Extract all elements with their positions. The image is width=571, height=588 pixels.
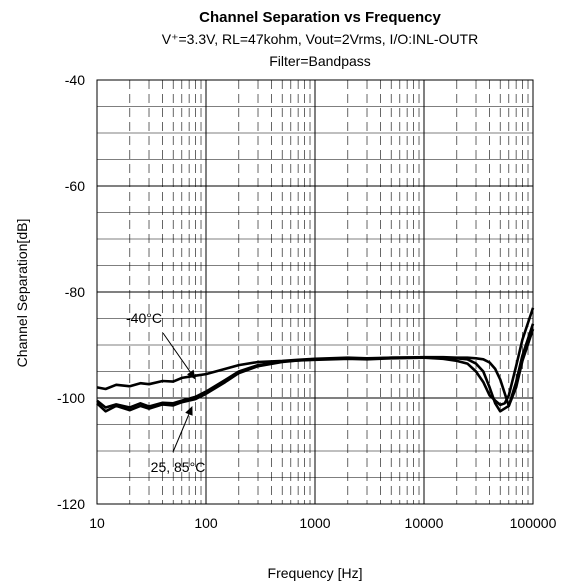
chart-subtitle-line-2: Filter=Bandpass <box>269 53 371 69</box>
data-series <box>96 307 535 413</box>
y-tick-label: -60 <box>65 178 85 194</box>
chart-subtitle-line-1: V⁺=3.3V, RL=47kohm, Vout=2Vrms, I/O:INL-… <box>162 31 478 47</box>
y-axis-label: Channel Separation[dB] <box>14 219 30 368</box>
x-tick-label: 100 <box>194 515 218 531</box>
arrow-shaft <box>172 414 190 453</box>
arrow-shaft <box>162 332 191 373</box>
grid <box>96 79 534 505</box>
x-tick-label: 100000 <box>510 515 557 531</box>
x-tick-label: 10000 <box>405 515 444 531</box>
x-axis-label: Frequency [Hz] <box>268 565 363 581</box>
y-tick-label: -100 <box>57 390 85 406</box>
arrow-head <box>185 405 193 416</box>
plot-area-frame <box>96 79 534 505</box>
annotation-arrow-minus40c <box>162 332 196 380</box>
series-line-3 <box>96 328 535 409</box>
chart-title: Channel Separation vs Frequency <box>199 9 441 26</box>
y-tick-label: -80 <box>65 284 85 300</box>
annotation-label-minus40c: -40°C <box>126 310 162 326</box>
x-tick-label: 1000 <box>299 515 330 531</box>
x-tick-label: 10 <box>89 515 105 531</box>
annotation-arrow-25-85c <box>172 405 193 453</box>
y-tick-label: -120 <box>57 496 85 512</box>
arrow-head <box>187 369 196 380</box>
annotation-label-25-85c: 25, 85°C <box>151 459 206 475</box>
axis-ticks: -120 -100 -80 -60 -40 10 100 1000 10000 100000 <box>57 72 557 531</box>
annotations: -40°C 25, 85°C <box>126 310 205 475</box>
y-tick-label: -40 <box>65 72 85 88</box>
